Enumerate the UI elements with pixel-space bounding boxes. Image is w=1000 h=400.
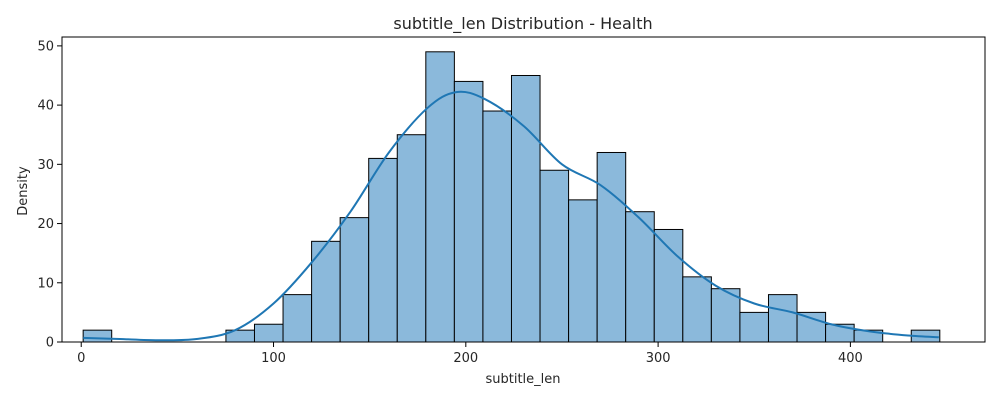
histogram-bar xyxy=(625,211,655,343)
y-axis-ticks: 0 10 20 30 40 50 xyxy=(37,39,62,351)
x-axis-ticks: 0 100 200 300 400 xyxy=(77,342,863,366)
histogram-bar xyxy=(453,80,484,343)
y-tick-label: 0 xyxy=(46,336,54,351)
chart-title: subtitle_len Distribution - Health xyxy=(393,14,652,34)
x-tick-label: 400 xyxy=(838,351,863,366)
histogram-bars xyxy=(82,51,941,343)
histogram-bar xyxy=(482,110,512,343)
histogram-bar xyxy=(425,51,455,343)
y-tick-label: 50 xyxy=(37,39,54,54)
histogram-bar xyxy=(739,311,769,343)
histogram-bar xyxy=(253,323,284,343)
x-tick-label: 300 xyxy=(646,351,671,366)
histogram-bar xyxy=(368,157,398,343)
y-tick-label: 40 xyxy=(37,99,54,114)
histogram-bar xyxy=(82,329,113,343)
histogram-bar xyxy=(682,276,712,343)
x-tick-label: 100 xyxy=(261,351,286,366)
x-tick-label: 0 xyxy=(77,351,85,366)
histogram-bar xyxy=(539,169,570,343)
y-tick-label: 10 xyxy=(37,276,54,291)
histogram-bar xyxy=(568,199,598,343)
kde-curve xyxy=(83,90,939,342)
histogram-bar xyxy=(339,217,370,343)
plot-frame xyxy=(61,36,986,343)
y-tick-label: 30 xyxy=(37,158,54,173)
y-axis-label: Density xyxy=(16,166,31,216)
histogram-bar xyxy=(282,294,313,343)
histogram-bar xyxy=(767,294,798,343)
histogram-bar xyxy=(796,311,827,343)
x-tick-label: 200 xyxy=(453,351,478,366)
histogram-bar xyxy=(396,134,427,343)
histogram-bar xyxy=(596,151,627,343)
y-tick-label: 20 xyxy=(37,217,54,232)
histogram-bar xyxy=(510,74,541,343)
x-axis-label: subtitle_len xyxy=(485,372,560,387)
